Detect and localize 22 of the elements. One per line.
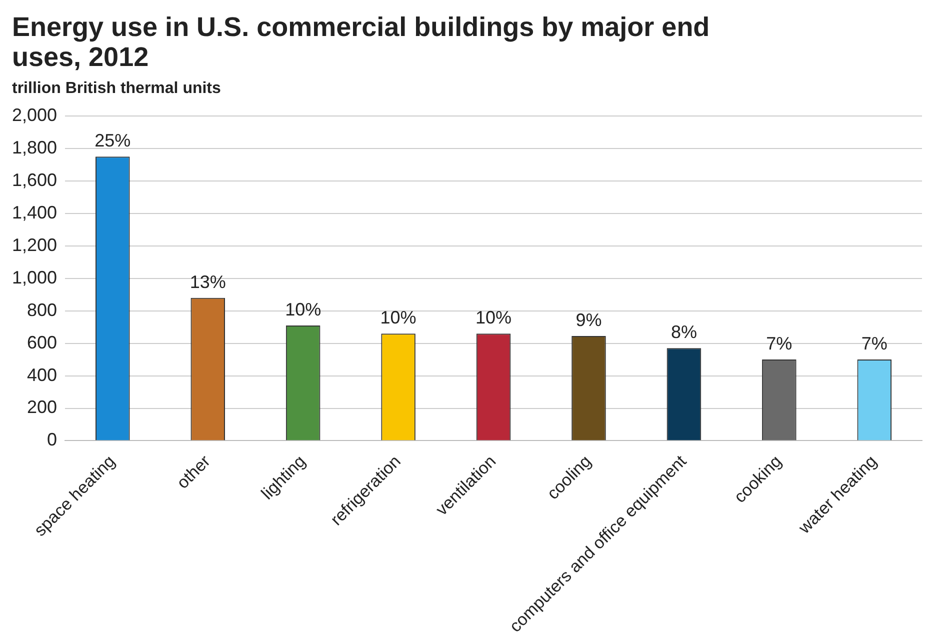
annotation: 8%	[670, 322, 697, 342]
chart-subtitle: trillion British thermal units	[12, 80, 221, 98]
annotation: 13%	[190, 272, 226, 292]
annotation: 10%	[285, 299, 322, 320]
annotation: 25%	[94, 130, 131, 151]
annotation: 7%	[766, 334, 792, 354]
annotation: 10%	[380, 308, 416, 328]
y-tick-label: 800	[26, 300, 58, 320]
chart-title: Energy use in U.S. commercial buildings by major end uses, 2012	[12, 12, 711, 72]
y-tick-label: 0	[47, 430, 58, 450]
y-tick-label: 1,600	[12, 170, 58, 190]
y-tick-label: 2,000	[12, 104, 58, 125]
y-tick-label: 600	[26, 332, 58, 352]
y-tick-label: 1,800	[12, 137, 58, 158]
y-tick-label: 1,000	[12, 267, 58, 288]
y-tick-label: 200	[26, 397, 58, 418]
annotation: 7%	[861, 334, 888, 354]
y-tick-label: 400	[26, 364, 58, 385]
annotation: 10%	[476, 308, 512, 328]
y-tick-label: 1,200	[12, 234, 58, 255]
y-tick-label: 1,400	[12, 202, 58, 222]
annotation: 9%	[576, 310, 602, 330]
